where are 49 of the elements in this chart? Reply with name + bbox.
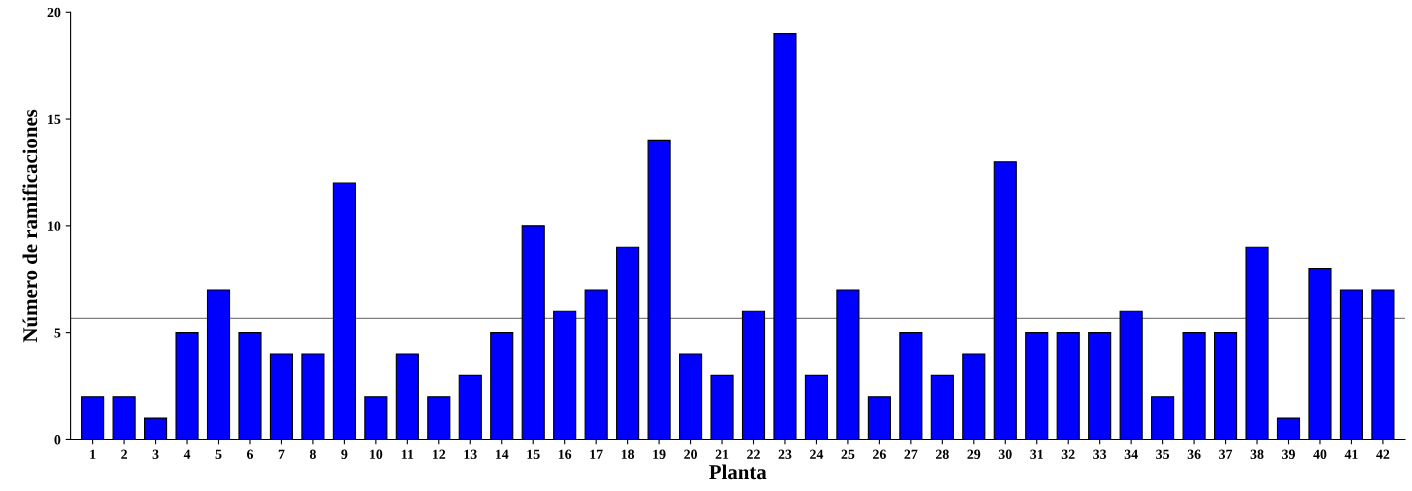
x-tick-label: 13 <box>464 449 477 459</box>
x-tick-label: 26 <box>873 449 886 459</box>
x-tick-label: 41 <box>1344 449 1358 459</box>
x-tick-label: 20 <box>684 449 697 459</box>
x-tick-label: 27 <box>904 449 918 459</box>
x-tick-label: 28 <box>935 449 949 459</box>
x-tick-label: 1 <box>90 449 96 459</box>
x-tick-label: 40 <box>1313 449 1327 459</box>
x-tick-label: 16 <box>558 449 572 459</box>
x-tick-label: 10 <box>370 449 383 459</box>
y-tick-label: 10 <box>48 221 61 231</box>
x-tick-label: 29 <box>967 449 981 459</box>
y-axis-title: Número de ramificaciones <box>22 109 38 343</box>
x-tick-label: 3 <box>152 449 159 459</box>
y-tick-label: 15 <box>48 114 61 125</box>
x-tick-label: 11 <box>401 449 414 459</box>
x-tick-label: 21 <box>715 449 729 459</box>
x-tick-label: 12 <box>432 449 446 459</box>
x-tick-label: 5 <box>215 449 222 459</box>
x-tick-label: 15 <box>527 449 540 459</box>
x-tick-label: 34 <box>1124 449 1138 459</box>
x-tick-label: 36 <box>1187 449 1201 459</box>
x-tick-label: 30 <box>998 449 1012 459</box>
x-tick-label: 9 <box>341 449 348 459</box>
x-tick-label: 37 <box>1219 449 1233 459</box>
x-tick-label: 4 <box>183 449 191 459</box>
x-tick-label: 6 <box>246 449 254 459</box>
x-tick-label: 23 <box>778 449 792 459</box>
x-tick-label: 39 <box>1282 449 1295 459</box>
x-tick-label: 14 <box>495 449 509 459</box>
y-tick-label: 20 <box>47 7 61 18</box>
x-tick-label: 38 <box>1250 449 1264 459</box>
x-tick-label: 18 <box>621 449 635 459</box>
y-tick-label: 5 <box>54 328 61 338</box>
x-tick-label: 31 <box>1030 449 1043 459</box>
x-tick-label: 22 <box>747 449 760 459</box>
x-tick-label: 19 <box>653 449 666 459</box>
x-tick-label: 33 <box>1093 449 1107 459</box>
x-tick-label: 35 <box>1156 449 1170 459</box>
x-tick-label: 8 <box>309 449 316 459</box>
x-axis-title: Planta <box>709 464 767 480</box>
x-tick-label: 2 <box>121 449 127 459</box>
x-tick-label: 25 <box>841 449 855 459</box>
x-tick-label: 17 <box>590 449 603 459</box>
x-tick-label: 32 <box>1061 449 1075 459</box>
x-tick-label: 42 <box>1376 449 1390 459</box>
x-tick-label: 7 <box>278 449 285 459</box>
x-tick-label: 24 <box>810 449 824 459</box>
y-tick-label: 0 <box>54 435 61 445</box>
